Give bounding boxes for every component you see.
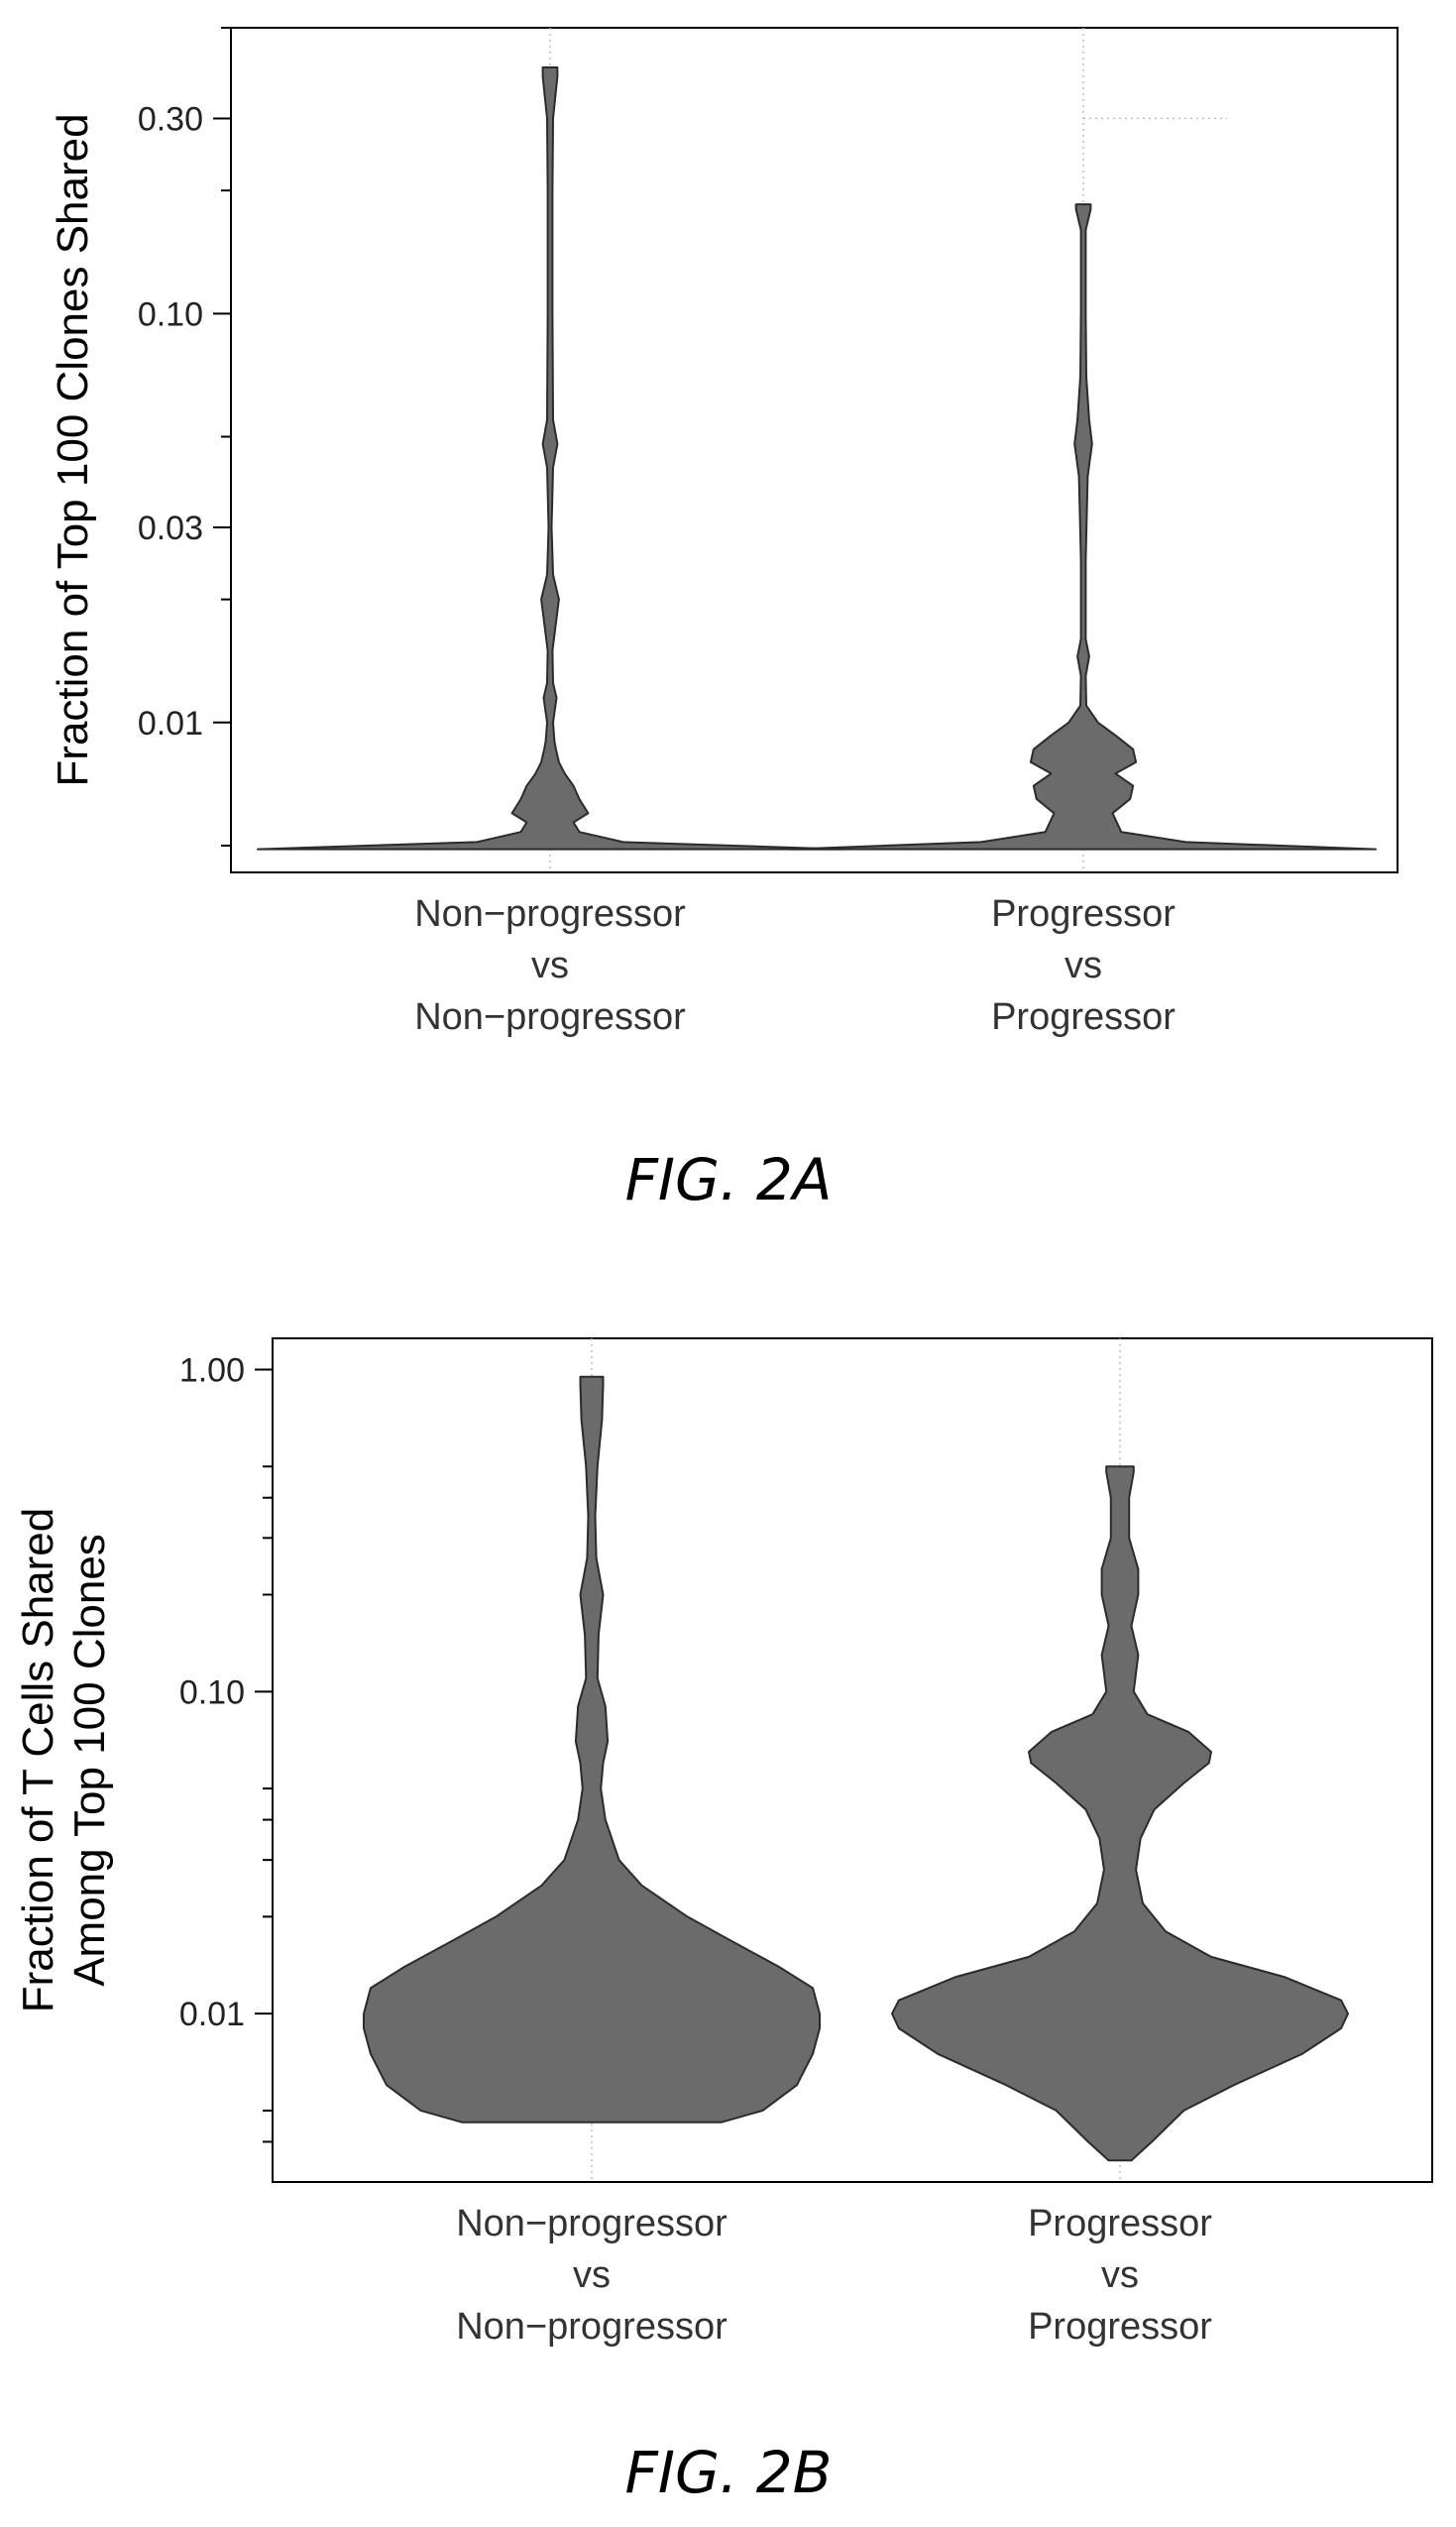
category-label-1-line-2: Progressor (991, 996, 1176, 1038)
y-axis-label: Fraction of T Cells SharedAmong Top 100 … (14, 1508, 114, 2013)
category-label-1-line-1: vs (1101, 2254, 1139, 2296)
y-tick-label-0: 0.01 (138, 705, 203, 743)
violin-0 (257, 66, 843, 851)
panel-fig-2b: 0.01 0.10 1.00 Fraction of T Cells SharedAm… (14, 1337, 1433, 2506)
figure-caption: FIG. 2A (625, 1146, 833, 1213)
category-label-1-line-2: Progressor (1028, 2306, 1212, 2348)
category-label-1-line-0: Progressor (991, 893, 1176, 935)
y-tick-label-1: 0.10 (179, 1673, 245, 1711)
category-label-1-line-0: Progressor (1028, 2203, 1212, 2244)
violin-0 (363, 1375, 821, 2124)
category-label-0-line-2: Non−progressor (414, 996, 686, 1038)
plot-frame (230, 27, 1399, 873)
category-label-0-line-0: Non−progressor (414, 893, 686, 935)
y-axis-label: Fraction of Top 100 Clones Shared (49, 113, 97, 786)
y-axis-label-line-1: Among Top 100 Clones (65, 1534, 114, 1987)
category-label-0-line-1: vs (573, 2254, 611, 2296)
y-tick-label-0: 0.01 (179, 1996, 245, 2033)
panel-fig-2a: 0.01 0.03 0.10 0.30 Fraction of Top 100 Clon… (49, 27, 1399, 1213)
figure-caption: FIG. 2B (625, 2439, 833, 2506)
category-label-0-line-2: Non−progressor (456, 2306, 728, 2348)
y-axis-label-line-0: Fraction of Top 100 Clones Shared (49, 113, 97, 786)
y-tick-label-1: 0.03 (138, 510, 203, 547)
category-label-0-line-0: Non−progressor (456, 2203, 728, 2244)
y-axis-label-line-0: Fraction of T Cells Shared (14, 1508, 62, 2013)
category-label-1-line-1: vs (1064, 945, 1102, 986)
y-tick-label-2: 1.00 (179, 1351, 245, 1389)
y-tick-label-2: 0.10 (138, 295, 203, 333)
violin-1 (790, 203, 1377, 851)
category-label-0-line-1: vs (531, 945, 569, 986)
y-tick-label-3: 0.30 (138, 101, 203, 139)
plot-frame (272, 1337, 1433, 2183)
violin-1 (891, 1465, 1349, 2162)
